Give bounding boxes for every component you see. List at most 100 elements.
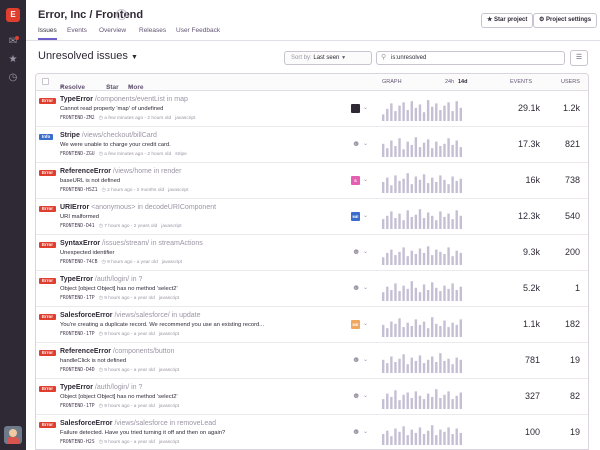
issue-title-link[interactable]: TypeError /auth/login/ in ?	[60, 384, 142, 391]
issue-title-link[interactable]: ReferenceError /views/home in render	[60, 168, 181, 175]
select-all-checkbox[interactable]	[42, 78, 49, 85]
event-count: 327	[524, 391, 540, 401]
issue-row[interactable]: Error URIError <anonymous> in decodeURICo…	[36, 199, 588, 235]
unassigned-user-icon[interactable]: ☻	[352, 283, 361, 292]
issue-title-link[interactable]: URIError <anonymous> in decodeURICompone…	[60, 204, 216, 211]
chevron-down-icon[interactable]: ⌄	[363, 177, 369, 183]
short-id[interactable]: FRONTEND-ZM2	[60, 116, 95, 121]
assignee-avatar[interactable]: ME	[351, 212, 360, 221]
sparkline-bar	[406, 364, 409, 373]
chevron-down-icon[interactable]: ⌄	[363, 429, 369, 435]
clock-icon: ◷	[98, 440, 105, 445]
filter-settings-button[interactable]: ☰	[570, 50, 588, 66]
issue-title-link[interactable]: TypeError /auth/login/ in ?	[60, 276, 142, 283]
range-24h-toggle[interactable]: 24h	[445, 79, 455, 85]
project-settings-button[interactable]: ⚙ Project settings	[533, 13, 598, 28]
unassigned-user-icon[interactable]: ☻	[352, 427, 361, 436]
tab-user-feedback[interactable]: User Feedback	[176, 27, 221, 34]
sparkline-bar	[443, 285, 446, 301]
issue-title-link[interactable]: SalesforceError /views/salesforce in rem…	[60, 420, 216, 427]
assignee-avatar[interactable]: ME	[351, 320, 360, 329]
tab-releases[interactable]: Releases	[139, 27, 167, 34]
issue-type: TypeError	[60, 276, 93, 283]
sparkline-bar	[414, 176, 418, 193]
sparkline-bar	[386, 393, 389, 409]
short-id[interactable]: FRONTEND-H2S	[60, 440, 95, 445]
chevron-down-icon[interactable]: ⌄	[363, 285, 369, 291]
search-input[interactable]: ⚲ is:unresolved	[376, 51, 565, 65]
issue-row[interactable]: Error SalesforceError /views/salesforce i…	[36, 415, 588, 449]
history-icon[interactable]: ◷	[8, 72, 18, 83]
sparkline-bar	[414, 254, 418, 265]
sparkline-bar	[447, 391, 450, 409]
issue-title-link[interactable]: SyntaxError /issues/stream/ in streamAct…	[60, 240, 203, 247]
tab-overview[interactable]: Overview	[99, 27, 127, 34]
issues-heading-dropdown[interactable]: Unresolved issues ▼	[38, 50, 138, 62]
range-14d-toggle[interactable]: 14d	[458, 79, 468, 85]
short-id[interactable]: FRONTEND-1TP	[60, 404, 95, 409]
chevron-down-icon[interactable]: ⌄	[363, 321, 369, 327]
issue-row[interactable]: Error SalesforceError /views/salesforce/ …	[36, 307, 588, 343]
chevron-down-icon[interactable]: ⌄	[363, 357, 369, 363]
sparkline-bar	[410, 144, 413, 157]
issue-type: ReferenceError	[60, 168, 111, 175]
issue-meta: FRONTEND-1TP ◷ 9 hours ago - a year old j…	[60, 332, 179, 337]
short-id[interactable]: FRONTEND-1TP	[60, 332, 95, 337]
issue-row[interactable]: Error TypeError /auth/login/ in ? Object […	[36, 271, 588, 307]
chevron-down-icon[interactable]: ⌄	[363, 141, 369, 147]
issue-title-link[interactable]: SalesforceError /views/salesforce/ in up…	[60, 312, 200, 319]
unassigned-user-icon[interactable]: ☻	[352, 355, 361, 364]
issue-row[interactable]: Error TypeError /auth/login/ in ? Object […	[36, 379, 588, 415]
sparkline-bar	[418, 395, 422, 409]
sparkline-bar	[402, 285, 405, 301]
clock-icon: ◷	[98, 224, 105, 229]
unassigned-user-icon[interactable]: ☻	[352, 247, 361, 256]
issue-path: /views/salesforce in removeLead	[114, 420, 217, 427]
issue-platform: stripe	[175, 152, 187, 157]
chevron-down-icon[interactable]: ⌄	[363, 105, 369, 111]
sparkline-bar	[455, 395, 458, 409]
star-project-button[interactable]: ★ Star project	[481, 13, 534, 28]
user-avatar[interactable]	[4, 426, 22, 444]
issue-path: /issues/stream/ in streamActions	[102, 240, 203, 247]
level-badge: Error	[39, 386, 57, 392]
sort-dropdown[interactable]: Sort by: Last seen ▼	[284, 51, 372, 65]
issue-row[interactable]: Error ReferenceError /components/button ha…	[36, 343, 588, 379]
inbox-icon[interactable]: ✉	[8, 36, 19, 47]
issue-title-link[interactable]: Stripe /views/checkout/billCard	[60, 132, 157, 139]
tab-events[interactable]: Events	[67, 27, 87, 34]
sparkline-bar	[422, 218, 426, 229]
user-count: 1	[574, 283, 580, 293]
more-label: More	[128, 84, 144, 91]
issue-message: Failure detected. Have you tried turning…	[60, 430, 226, 436]
issue-row[interactable]: Error SyntaxError /issues/stream/ in stre…	[36, 235, 588, 271]
org-logo[interactable]: E	[6, 8, 20, 22]
sparkline-bar	[406, 110, 409, 121]
issue-title-link[interactable]: TypeError /components/eventList in map	[60, 96, 188, 103]
issue-title-link[interactable]: ReferenceError /components/button	[60, 348, 174, 355]
unassigned-user-icon[interactable]: ☻	[352, 139, 361, 148]
graph-header: GRAPH	[382, 79, 402, 85]
assignee-avatar[interactable]	[351, 104, 360, 113]
sparkline-bar	[402, 354, 405, 373]
issue-row[interactable]: Error ReferenceError /views/home in rende…	[36, 163, 588, 199]
short-id[interactable]: FRONTEND-HSZ1	[60, 188, 98, 193]
star-icon[interactable]: ★	[8, 54, 18, 65]
chevron-down-icon[interactable]: ⌄	[363, 213, 369, 219]
tab-issues[interactable]: Issues	[38, 27, 57, 40]
short-id[interactable]: FRONTEND-ZGU	[60, 152, 95, 157]
assignee-avatar[interactable]: S	[351, 176, 360, 185]
issue-row[interactable]: Error TypeError /components/eventList in …	[36, 91, 588, 127]
unassigned-user-icon[interactable]: ☻	[352, 391, 361, 400]
sparkline-bar	[459, 432, 462, 445]
project-switcher-chevron-icon[interactable]: ▼	[116, 9, 127, 20]
short-id[interactable]: FRONTEND-1TP	[60, 296, 95, 301]
short-id[interactable]: FRONTEND-D41	[60, 224, 95, 229]
chevron-down-icon[interactable]: ⌄	[363, 249, 369, 255]
short-id[interactable]: FRONTEND-D4D	[60, 368, 95, 373]
short-id[interactable]: FRONTEND-74CB	[60, 260, 98, 265]
project-title: Error, Inc / Frontend	[38, 9, 144, 21]
sparkline-bar	[410, 357, 413, 373]
issue-row[interactable]: Info Stripe /views/checkout/billCard We we…	[36, 127, 588, 163]
chevron-down-icon[interactable]: ⌄	[363, 393, 369, 399]
